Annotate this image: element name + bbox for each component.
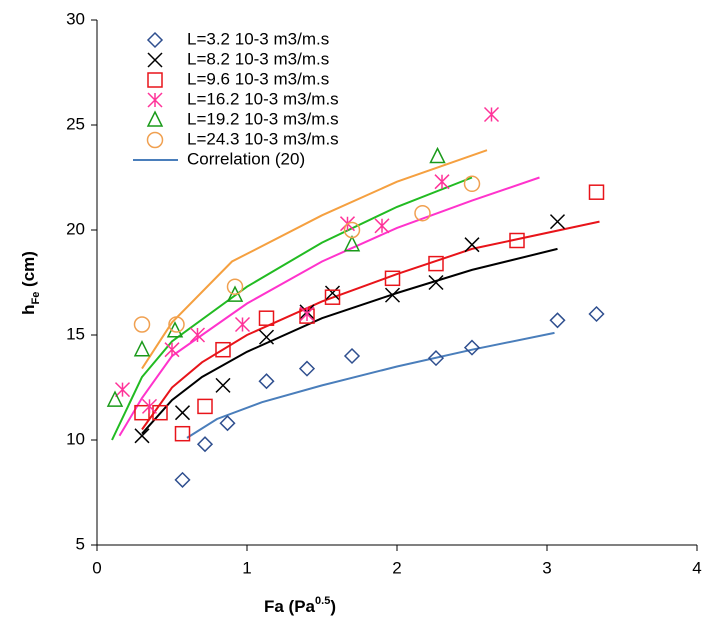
marker-diamond [298, 360, 316, 377]
marker-triangle [106, 390, 124, 407]
fit-line [186, 331, 555, 439]
legend-label: L=3.2 10-3 m3/m.s [187, 29, 329, 48]
marker-x [384, 287, 401, 303]
legend-label: L=9.6 10-3 m3/m.s [187, 69, 329, 88]
marker-circle [463, 175, 481, 193]
marker-diamond [174, 471, 191, 488]
marker-square [147, 72, 163, 88]
y-tick-label: 5 [76, 534, 85, 553]
x-axis-title: Fa (Pa0.5) [264, 595, 336, 617]
marker-asterisk [189, 327, 206, 343]
legend-label: L=8.2 10-3 m3/m.s [187, 49, 329, 68]
marker-asterisk [483, 106, 500, 123]
marker-square [509, 232, 525, 249]
marker-x [134, 428, 150, 444]
marker-square [215, 341, 231, 358]
y-tick-label: 10 [66, 429, 85, 448]
x-tick-label: 0 [92, 558, 101, 577]
marker-asterisk [234, 316, 251, 333]
x-tick-label: 3 [542, 558, 551, 577]
marker-diamond [219, 415, 236, 432]
y-tick-label: 20 [66, 219, 85, 238]
marker-square [174, 425, 191, 442]
marker-x [549, 214, 566, 230]
fit-line [118, 176, 540, 437]
marker-asterisk [299, 306, 315, 322]
x-title-sup: 0.5 [315, 595, 330, 607]
marker-asterisk [434, 174, 450, 190]
marker-asterisk [164, 342, 180, 358]
fit-line [141, 220, 600, 431]
marker-circle [414, 204, 431, 222]
marker-circle [146, 131, 164, 149]
marker-circle [133, 316, 151, 333]
marker-diamond [588, 305, 605, 323]
marker-x [215, 377, 231, 393]
y-title-main: h [19, 305, 38, 315]
x-tick-label: 1 [242, 558, 251, 577]
marker-asterisk [147, 92, 163, 108]
marker-asterisk [141, 398, 158, 414]
marker-x [324, 285, 341, 301]
marker-square [324, 289, 341, 305]
marker-asterisk [374, 218, 390, 234]
y-title-end: (cm) [19, 251, 38, 292]
marker-square [258, 310, 275, 326]
x-tick-label: 4 [692, 558, 701, 577]
marker-diamond [463, 339, 481, 356]
y-tick-label: 15 [66, 324, 85, 343]
fit-line [111, 176, 473, 441]
marker-square [384, 270, 401, 287]
fit-line [141, 247, 558, 435]
marker-triangle [429, 146, 446, 164]
marker-circle [226, 278, 244, 295]
x-title-end: ) [330, 597, 336, 616]
marker-x [464, 237, 480, 253]
marker-diamond [343, 347, 361, 365]
legend-label: Correlation (20) [187, 149, 305, 168]
marker-triangle [146, 110, 164, 127]
marker-square [152, 404, 168, 421]
marker-diamond [258, 373, 275, 390]
marker-x [258, 329, 275, 345]
y-axis-title: hFe (cm) [19, 251, 41, 315]
marker-x [428, 274, 444, 291]
marker-square [197, 398, 213, 415]
marker-diamond [427, 350, 445, 367]
marker-square [588, 184, 605, 200]
y-tick-label: 30 [66, 9, 85, 28]
y-tick-label: 25 [66, 114, 85, 133]
marker-diamond [549, 312, 566, 329]
x-title-main: Fa (Pa [264, 597, 316, 616]
y-title-sub: Fe [30, 292, 42, 305]
marker-x [174, 405, 191, 421]
x-tick-label: 2 [392, 558, 401, 577]
marker-diamond [196, 436, 214, 453]
marker-circle [343, 221, 361, 239]
legend-label: L=19.2 10-3 m3/m.s [187, 109, 339, 128]
legend-label: L=16.2 10-3 m3/m.s [187, 89, 339, 108]
marker-circle [168, 316, 185, 333]
fit-line [141, 149, 488, 370]
marker-x [147, 52, 163, 68]
marker-triangle [343, 235, 361, 252]
legend-label: L=24.3 10-3 m3/m.s [187, 129, 339, 148]
marker-diamond [146, 31, 164, 49]
marker-triangle [133, 340, 151, 357]
marker-square [428, 255, 444, 272]
marker-asterisk [114, 382, 131, 398]
